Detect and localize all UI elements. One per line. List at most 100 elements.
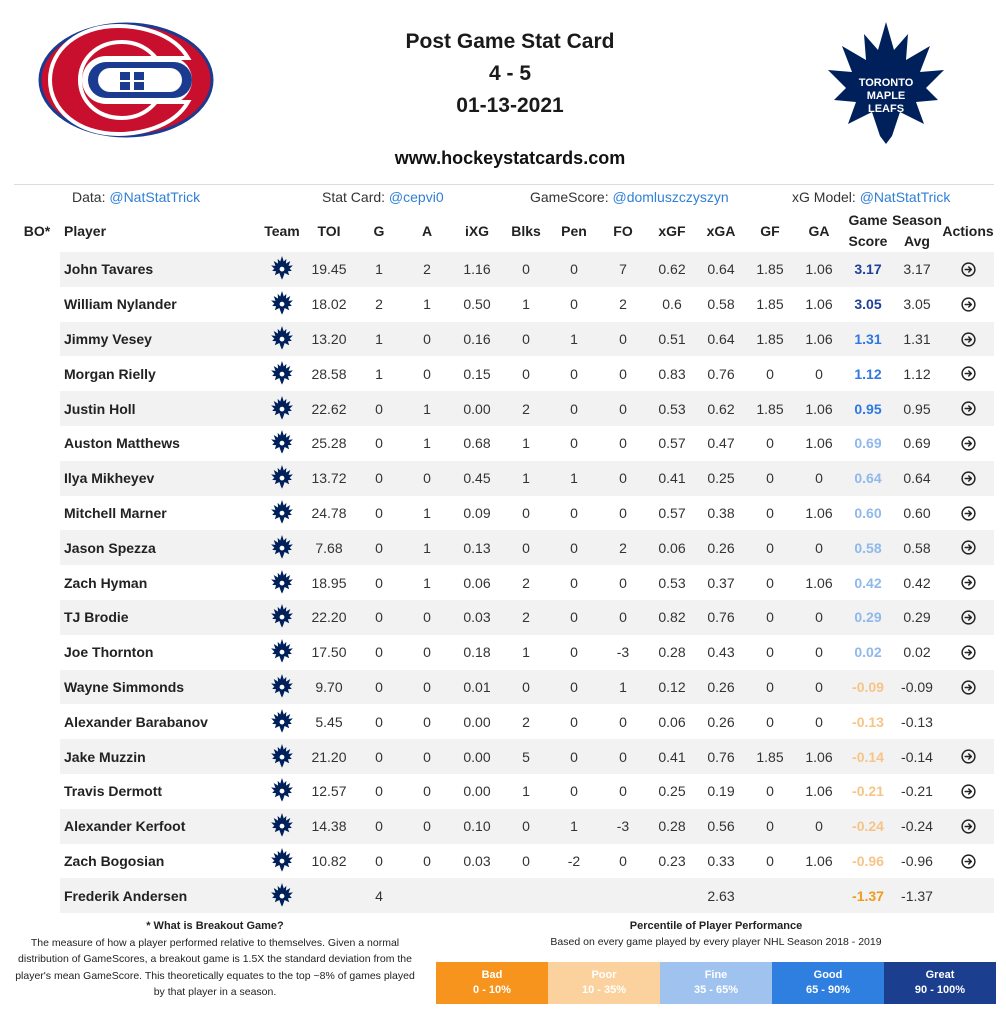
arrow-right-circle-icon[interactable]	[960, 297, 976, 313]
player-name[interactable]: William Nylander	[64, 296, 177, 313]
player-name[interactable]: Jake Muzzin	[60, 739, 262, 774]
stat-blks: 1	[502, 460, 550, 496]
table-row[interactable]: Morgan Rielly 28.58 1 0 0.15 0 0 0 0.83 0.76 0 0 1.1…	[14, 356, 994, 391]
col-season-avg[interactable]: Season Avg	[892, 212, 942, 249]
arrow-right-circle-icon[interactable]	[960, 262, 976, 278]
col-g[interactable]: G	[373, 222, 385, 239]
breakout-footnote: * What is Breakout Game? The measure of …	[14, 918, 416, 1001]
credit-data-link[interactable]: @NatStatTrick	[109, 189, 201, 205]
table-row[interactable]: William Nylander 18.02 2 1 0.50 1 0 2 0.6 0.58 1.8…	[14, 287, 994, 322]
table-row[interactable]: John Tavares 19.45 1 2 1.16 0 0 7 0.62 0.64 1.85 1.…	[14, 252, 994, 287]
credit-gamescore-link[interactable]: @domluszczyszyn	[612, 189, 729, 205]
actions-cell	[942, 252, 994, 287]
arrow-right-circle-icon[interactable]	[960, 610, 976, 626]
stat-a: 0	[423, 713, 431, 730]
maple-leaf-icon	[269, 813, 295, 839]
stat-a: 1	[402, 391, 452, 426]
table-row[interactable]: Jason Spezza 7.68 0 1 0.13 0 0 2 0.06 0.26 0 0 0.58 0…	[14, 530, 994, 566]
breakout-cell	[14, 496, 60, 531]
stat-fo: 0	[619, 504, 627, 521]
col-xgf[interactable]: xGF	[658, 222, 686, 239]
col-team[interactable]: Team	[264, 222, 300, 239]
table-row[interactable]: Auston Matthews 25.28 0 1 0.68 1 0 0 0.57 0.47 0 1.…	[14, 426, 994, 461]
credit-stat-card-link[interactable]: @cepvi0	[388, 189, 444, 205]
table-row[interactable]: Justin Holl 22.62 0 1 0.00 2 0 0 0.53 0.62 1.85 1.0…	[14, 391, 994, 426]
col-pen[interactable]: Pen	[561, 222, 587, 239]
col-ga[interactable]: GA	[808, 222, 830, 239]
legend-range: 90 - 100%	[914, 984, 966, 996]
arrow-right-circle-icon[interactable]	[960, 749, 976, 765]
arrow-right-circle-icon[interactable]	[960, 332, 976, 348]
col-toi[interactable]: TOI	[317, 222, 341, 239]
player-name[interactable]: Justin Holl	[60, 391, 262, 426]
player-name[interactable]: Jason Spezza	[60, 530, 262, 566]
col-game-score[interactable]: Game Score	[848, 212, 888, 249]
arrow-right-circle-icon[interactable]	[960, 575, 976, 591]
arrow-right-circle-icon[interactable]	[960, 401, 976, 417]
arrow-right-circle-icon[interactable]	[960, 645, 976, 661]
col-a[interactable]: A	[421, 222, 433, 239]
arrow-right-circle-icon[interactable]	[960, 436, 976, 452]
legend-label: Good	[813, 969, 843, 981]
stat-xga: 0.56	[696, 808, 746, 844]
credit-xg-model-link[interactable]: @NatStatTrick	[859, 189, 951, 205]
col-blks[interactable]: Blks	[511, 222, 541, 239]
table-row[interactable]: Alexander Barabanov 5.45 0 0 0.00 2 0 0 0.06 0.26…	[14, 704, 994, 739]
table-row[interactable]: Jake Muzzin 21.20 0 0 0.00 5 0 0 0.41 0.76 1.85 1.0…	[14, 739, 994, 774]
player-name[interactable]: Travis Dermott	[64, 783, 163, 800]
player-name[interactable]: Alexander Barabanov	[64, 713, 208, 730]
player-name[interactable]: Wayne Simmonds	[60, 669, 262, 705]
table-row[interactable]: Alexander Kerfoot 14.38 0 0 0.10 0 1 -3 0.28 0.56…	[14, 808, 994, 844]
arrow-right-circle-icon[interactable]	[960, 679, 976, 696]
arrow-right-circle-icon[interactable]	[960, 505, 976, 522]
player-name[interactable]: John Tavares	[60, 252, 262, 287]
credit-stat-card: Stat Card: @cepvi0	[322, 189, 444, 205]
arrow-right-circle-icon[interactable]	[960, 819, 976, 835]
game-score-value: 3.05	[854, 296, 882, 313]
table-row[interactable]: Joe Thornton 17.50 0 0 0.18 1 0 -3 0.28 0.43 0 0 0.0…	[14, 635, 994, 670]
arrow-right-circle-icon[interactable]	[960, 540, 976, 556]
col-bo[interactable]: BO*	[23, 222, 51, 239]
table-row[interactable]: Ilya Mikheyev 13.72 0 0 0.45 1 1 0 0.41 0.25 0 0 0.6…	[14, 460, 994, 496]
credit-gamescore: GameScore: @domluszczyszyn	[530, 189, 729, 205]
breakout-footnote-title: * What is Breakout Game?	[146, 920, 284, 932]
table-row[interactable]: Zach Bogosian 10.82 0 0 0.03 0 -2 0 0.23 0.33 0 1.0…	[14, 844, 994, 879]
stat-card-header: Post Game Stat Card 4 - 5 01-13-2021 TOR…	[0, 0, 1006, 180]
table-row[interactable]: Frederik Andersen 4 2.63 -1.37 -1.37	[14, 878, 994, 914]
breakout-cell	[14, 252, 60, 287]
player-name[interactable]: Alexander Kerfoot	[60, 808, 262, 844]
table-row[interactable]: TJ Brodie 22.20 0 0 0.03 2 0 0 0.82 0.76 0 0 0.29 0.2…	[14, 599, 994, 635]
col-xga[interactable]: xGA	[706, 222, 736, 239]
col-gf[interactable]: GF	[760, 222, 780, 239]
player-name[interactable]: Morgan Rielly	[64, 365, 156, 382]
stat-pen: 0	[550, 669, 598, 705]
arrow-right-circle-icon[interactable]	[960, 853, 976, 870]
game-score-value: 1.31	[844, 321, 892, 357]
player-name[interactable]: Zach Hyman	[64, 574, 148, 591]
player-name[interactable]: Zach Bogosian	[64, 852, 165, 869]
col-ixg[interactable]: iXG	[464, 222, 490, 239]
stat-gf: 0	[766, 644, 774, 661]
arrow-right-circle-icon[interactable]	[960, 784, 976, 800]
player-name[interactable]: Joe Thornton	[64, 644, 154, 661]
table-row[interactable]: Jimmy Vesey 13.20 1 0 0.16 0 1 0 0.51 0.64 1.85 1.0…	[14, 321, 994, 357]
table-row[interactable]: Mitchell Marner 24.78 0 1 0.09 0 0 0 0.57 0.38 0 1.…	[14, 496, 994, 531]
arrow-right-circle-icon[interactable]	[960, 471, 976, 487]
col-fo[interactable]: FO	[613, 222, 633, 239]
player-name[interactable]: Jimmy Vesey	[60, 321, 262, 357]
table-row[interactable]: Wayne Simmonds 9.70 0 0 0.01 0 0 1 0.12 0.26 0 0 -0.…	[14, 669, 994, 705]
player-name[interactable]: TJ Brodie	[60, 599, 262, 635]
legend-great: Great 90 - 100%	[884, 962, 996, 1004]
arrow-right-circle-icon[interactable]	[960, 366, 976, 382]
col-player[interactable]: Player	[64, 222, 107, 239]
player-name[interactable]: Frederik Andersen	[60, 878, 262, 914]
player-name[interactable]: Ilya Mikheyev	[60, 460, 262, 496]
table-row[interactable]: Travis Dermott 12.57 0 0 0.00 1 0 0 0.25 0.19 0 1.0…	[14, 774, 994, 809]
stat-ixg: 1.16	[452, 252, 502, 287]
player-name[interactable]: Mitchell Marner	[64, 504, 167, 521]
player-name[interactable]: Auston Matthews	[64, 435, 180, 452]
stat-toi: 21.20	[302, 739, 356, 774]
stat-gf: 0	[746, 530, 794, 566]
table-row[interactable]: Zach Hyman 18.95 0 1 0.06 2 0 0 0.53 0.37 0 1.06 0.4…	[14, 565, 994, 600]
website-link[interactable]: www.hockeystatcards.com	[394, 148, 626, 168]
